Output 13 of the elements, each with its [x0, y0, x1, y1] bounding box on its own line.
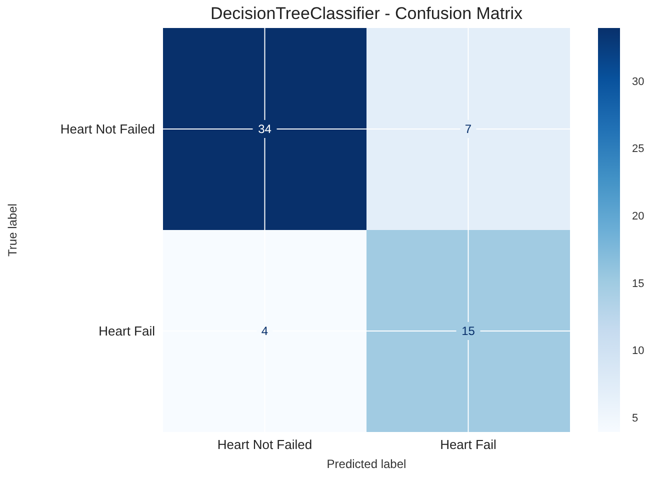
data-label: 15: [462, 324, 476, 338]
color-bar-label: 25: [632, 143, 644, 156]
color-bar-label: 20: [632, 210, 644, 223]
data-label: 4: [261, 324, 268, 338]
color-bar-label: 15: [632, 278, 644, 290]
y-axis-title: True label: [5, 204, 20, 256]
color-bar-label: 10: [632, 345, 644, 358]
x-axis-title: Predicted label: [326, 457, 406, 471]
color-bar-label: 5: [632, 412, 638, 425]
data-label: 7: [464, 122, 472, 136]
color-bar-label: 30: [632, 76, 644, 88]
chart-title: DecisionTreeClassifier - Confusion Matrix: [209, 4, 524, 24]
data-label: 34: [258, 122, 272, 136]
